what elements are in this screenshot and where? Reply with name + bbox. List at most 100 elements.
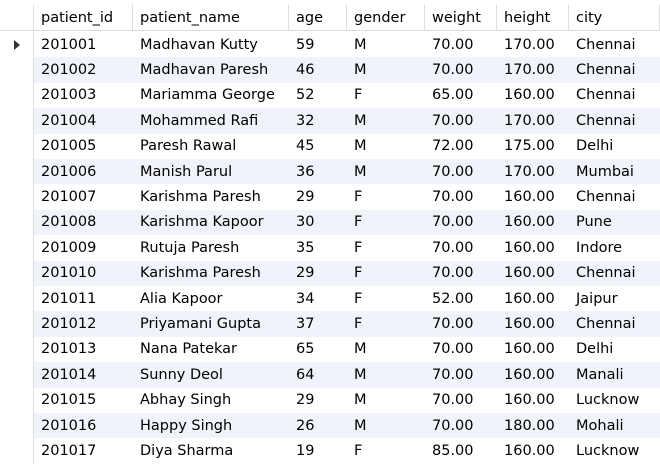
cell-city[interactable]: Manali xyxy=(576,366,624,383)
cell-weight[interactable]: 70.00 xyxy=(432,366,474,383)
cell-patient-name[interactable]: Karishma Paresh xyxy=(140,265,261,282)
cell-patient-name[interactable]: Rutuja Paresh xyxy=(140,239,240,256)
cell-height[interactable]: 160.00 xyxy=(504,341,555,358)
cell-weight[interactable]: 70.00 xyxy=(432,214,474,231)
cell-gender[interactable]: F xyxy=(354,290,363,307)
cell-patient-name[interactable]: Sunny Deol xyxy=(140,366,223,383)
cell-gender[interactable]: M xyxy=(354,417,367,434)
cell-weight[interactable]: 70.00 xyxy=(432,392,474,409)
cell-city[interactable]: Lucknow xyxy=(576,443,640,460)
row-indicator[interactable] xyxy=(0,108,34,134)
cell-patient-name[interactable]: Priyamani Gupta xyxy=(140,316,261,333)
cell-city[interactable]: Mumbai xyxy=(576,163,634,180)
cell-height[interactable]: 160.00 xyxy=(504,443,555,460)
cell-height[interactable]: 170.00 xyxy=(504,112,555,129)
row-indicator[interactable] xyxy=(0,159,34,185)
cell-city[interactable]: Delhi xyxy=(576,138,614,155)
table-row[interactable]: 201002 Madhavan Paresh 46 M 70.00 170.00 Chenn… xyxy=(0,57,660,83)
cell-patient-id[interactable]: 201016 xyxy=(41,417,97,434)
cell-patient-id[interactable]: 201014 xyxy=(41,366,97,383)
cell-gender[interactable]: M xyxy=(354,112,367,129)
row-indicator[interactable] xyxy=(0,235,34,261)
cell-city[interactable]: Chennai xyxy=(576,189,636,206)
cell-patient-id[interactable]: 201006 xyxy=(41,163,97,180)
table-row[interactable]: 201006 Manish Parul 36 M 70.00 170.00 Mumbai xyxy=(0,159,660,185)
cell-age[interactable]: 36 xyxy=(296,163,315,180)
cell-gender[interactable]: F xyxy=(354,214,363,231)
cell-age[interactable]: 35 xyxy=(296,239,315,256)
row-indicator[interactable] xyxy=(0,311,34,337)
row-indicator[interactable] xyxy=(0,387,34,413)
row-indicator[interactable] xyxy=(0,286,34,312)
table-row[interactable]: 201001 Madhavan Kutty 59 M 70.00 170.00 Chenna… xyxy=(0,32,660,58)
cell-city[interactable]: Chennai xyxy=(576,316,636,333)
table-row[interactable]: 201012 Priyamani Gupta 37 F 70.00 160.00 Chenn… xyxy=(0,311,660,337)
cell-patient-name[interactable]: Abhay Singh xyxy=(140,392,232,409)
cell-age[interactable]: 19 xyxy=(296,443,315,460)
row-indicator[interactable] xyxy=(0,133,34,159)
cell-age[interactable]: 29 xyxy=(296,265,315,282)
cell-weight[interactable]: 70.00 xyxy=(432,62,474,79)
cell-patient-id[interactable]: 201007 xyxy=(41,189,97,206)
cell-city[interactable]: Indore xyxy=(576,239,623,256)
row-indicator[interactable] xyxy=(0,57,34,83)
cell-age[interactable]: 30 xyxy=(296,214,315,231)
cell-age[interactable]: 65 xyxy=(296,341,315,358)
table-row[interactable]: 201009 Rutuja Paresh 35 F 70.00 160.00 Indore xyxy=(0,235,660,261)
cell-patient-name[interactable]: Mariamma George xyxy=(140,87,275,104)
cell-gender[interactable]: M xyxy=(354,62,367,79)
cell-gender[interactable]: M xyxy=(354,366,367,383)
table-row[interactable]: 201017 Diya Sharma 19 F 85.00 160.00 Lucknow xyxy=(0,438,660,464)
cell-height[interactable]: 170.00 xyxy=(504,62,555,79)
cell-patient-name[interactable]: Paresh Rawal xyxy=(140,138,237,155)
column-header-patient-name[interactable]: patient_name xyxy=(133,5,289,31)
cell-gender[interactable]: F xyxy=(354,443,363,460)
column-header-age[interactable]: age xyxy=(289,5,347,31)
cell-patient-name[interactable]: Happy Singh xyxy=(140,417,233,434)
column-header-city[interactable]: city xyxy=(569,5,660,31)
row-indicator[interactable] xyxy=(0,438,34,464)
cell-gender[interactable]: M xyxy=(354,163,367,180)
table-row[interactable]: 201004 Mohammed Rafi 32 M 70.00 170.00 Chennai xyxy=(0,108,660,134)
cell-height[interactable]: 160.00 xyxy=(504,239,555,256)
cell-patient-name[interactable]: Madhavan Kutty xyxy=(140,36,258,53)
cell-city[interactable]: Chennai xyxy=(576,112,636,129)
row-indicator[interactable] xyxy=(0,362,34,388)
cell-weight[interactable]: 85.00 xyxy=(432,443,474,460)
table-row[interactable]: 201003 Mariamma George 52 F 65.00 160.00 Chenn… xyxy=(0,82,660,109)
cell-age[interactable]: 64 xyxy=(296,366,315,383)
cell-patient-name[interactable]: Mohammed Rafi xyxy=(140,112,259,129)
cell-weight[interactable]: 70.00 xyxy=(432,163,474,180)
cell-gender[interactable]: M xyxy=(354,36,367,53)
cell-age[interactable]: 52 xyxy=(296,87,315,104)
cell-patient-name[interactable]: Nana Patekar xyxy=(140,341,237,358)
table-row[interactable]: 201016 Happy Singh 26 M 70.00 180.00 Mohali xyxy=(0,413,660,439)
cell-height[interactable]: 160.00 xyxy=(504,265,555,282)
cell-height[interactable]: 160.00 xyxy=(504,290,555,307)
cell-patient-id[interactable]: 201015 xyxy=(41,392,97,409)
cell-age[interactable]: 26 xyxy=(296,417,315,434)
cell-weight[interactable]: 70.00 xyxy=(432,189,474,206)
cell-weight[interactable]: 70.00 xyxy=(432,417,474,434)
cell-gender[interactable]: M xyxy=(354,392,367,409)
cell-age[interactable]: 59 xyxy=(296,36,315,53)
table-row[interactable]: 201005 Paresh Rawal 45 M 72.00 175.00 Delhi xyxy=(0,133,660,159)
cell-height[interactable]: 180.00 xyxy=(504,417,555,434)
cell-weight[interactable]: 70.00 xyxy=(432,316,474,333)
cell-gender[interactable]: F xyxy=(354,239,363,256)
cell-patient-id[interactable]: 201004 xyxy=(41,112,97,129)
cell-height[interactable]: 175.00 xyxy=(504,138,555,155)
cell-patient-id[interactable]: 201011 xyxy=(41,290,97,307)
column-header-gender[interactable]: gender xyxy=(347,5,425,31)
cell-city[interactable]: Jaipur xyxy=(576,290,618,307)
cell-city[interactable]: Chennai xyxy=(576,62,636,79)
table-row[interactable]: 201013 Nana Patekar 65 M 70.00 160.00 Delhi xyxy=(0,336,660,363)
cell-age[interactable]: 32 xyxy=(296,112,315,129)
cell-age[interactable]: 46 xyxy=(296,62,315,79)
row-indicator[interactable] xyxy=(0,260,34,286)
cell-patient-name[interactable]: Madhavan Paresh xyxy=(140,62,269,79)
cell-height[interactable]: 160.00 xyxy=(504,392,555,409)
cell-weight[interactable]: 72.00 xyxy=(432,138,474,155)
table-row[interactable]: 201015 Abhay Singh 29 M 70.00 160.00 Lucknow xyxy=(0,387,660,413)
cell-patient-id[interactable]: 201012 xyxy=(41,316,97,333)
